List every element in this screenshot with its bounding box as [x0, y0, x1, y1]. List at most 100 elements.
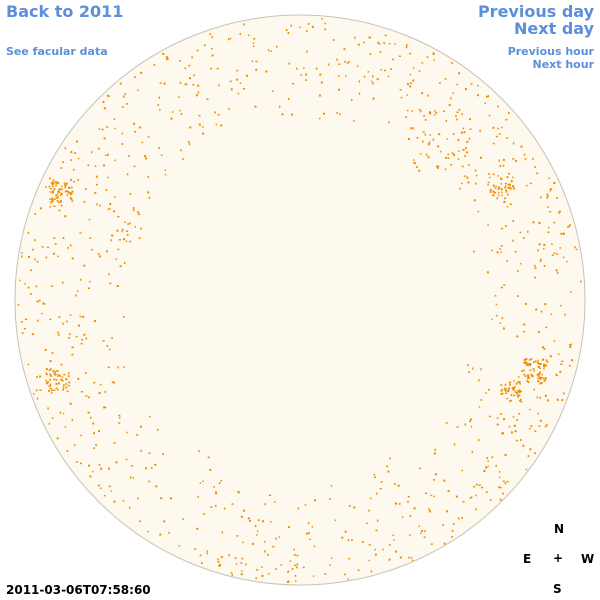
- facula-pixel: [109, 203, 112, 205]
- facula-pixel: [447, 490, 450, 493]
- facula-pixel: [380, 481, 383, 483]
- facula-pixel: [489, 176, 491, 179]
- facula-pixel: [399, 556, 402, 559]
- facula-pixel: [113, 442, 116, 444]
- facula-pixel: [538, 222, 541, 224]
- facula-pixel: [536, 373, 539, 376]
- facula-pixel: [526, 377, 529, 380]
- facula-pixel: [536, 396, 538, 399]
- facula-pixel: [546, 423, 548, 426]
- facula-pixel: [442, 524, 444, 526]
- facula-pixel: [315, 67, 318, 70]
- facula-pixel: [92, 470, 94, 473]
- previous-hour-link[interactable]: Previous hour: [507, 45, 594, 58]
- facula-pixel: [306, 30, 308, 33]
- facula-pixel: [512, 220, 514, 222]
- facula-pixel: [188, 140, 190, 143]
- facula-pixel: [296, 67, 298, 70]
- facula-pixel: [108, 485, 111, 488]
- facula-pixel: [202, 513, 205, 515]
- next-day-link[interactable]: Next day: [514, 19, 594, 38]
- facula-pixel: [509, 203, 512, 205]
- facula-pixel: [537, 361, 539, 364]
- facula-pixel: [41, 246, 44, 248]
- facula-pixel: [218, 84, 220, 87]
- facula-pixel: [241, 557, 244, 560]
- facula-pixel: [57, 197, 59, 199]
- facula-pixel: [383, 42, 386, 44]
- facula-pixel: [67, 384, 70, 387]
- facula-pixel: [93, 432, 95, 435]
- facula-pixel: [495, 135, 498, 138]
- facula-pixel: [495, 303, 498, 306]
- facula-pixel: [473, 486, 476, 488]
- facula-pixel: [339, 113, 341, 115]
- facula-pixel: [362, 541, 364, 544]
- back-to-year-link[interactable]: Back to 2011: [6, 2, 124, 21]
- facula-pixel: [178, 96, 180, 98]
- facula-pixel: [122, 500, 125, 502]
- facula-pixel: [54, 371, 56, 374]
- facula-pixel: [49, 383, 52, 386]
- facula-pixel: [36, 397, 39, 400]
- facula-pixel: [462, 501, 465, 503]
- facula-pixel: [514, 430, 517, 433]
- facula-pixel: [94, 165, 97, 167]
- facula-pixel: [61, 185, 63, 188]
- facula-pixel: [523, 369, 525, 372]
- facula-pixel: [231, 573, 233, 576]
- facula-pixel: [79, 232, 82, 234]
- facula-pixel: [57, 331, 60, 334]
- facula-pixel: [524, 158, 527, 160]
- facula-pixel: [202, 132, 205, 135]
- facula-pixel: [231, 503, 234, 505]
- facula-pixel: [119, 82, 122, 85]
- facula-pixel: [85, 337, 88, 340]
- facula-pixel: [49, 187, 52, 190]
- facula-pixel: [237, 92, 240, 95]
- facula-pixel: [477, 94, 479, 97]
- facula-pixel: [363, 75, 366, 78]
- facula-pixel: [62, 386, 65, 389]
- facula-pixel: [49, 373, 51, 376]
- facula-pixel: [535, 308, 538, 311]
- facula-pixel: [61, 379, 64, 382]
- facula-pixel: [515, 382, 518, 385]
- facula-pixel: [287, 98, 290, 100]
- facula-pixel: [492, 190, 495, 193]
- next-hour-link[interactable]: Next hour: [532, 58, 595, 71]
- facula-pixel: [450, 97, 452, 100]
- facula-pixel: [409, 127, 412, 130]
- facula-pixel: [419, 153, 422, 155]
- facula-pixel: [499, 165, 502, 167]
- facula-pixel: [210, 506, 213, 508]
- facula-pixel: [80, 342, 83, 345]
- previous-day-link[interactable]: Previous day: [477, 2, 594, 21]
- facula-pixel: [123, 238, 125, 241]
- facula-pixel: [215, 123, 218, 126]
- facula-pixel: [56, 437, 59, 440]
- facula-pixel: [55, 379, 58, 381]
- facula-pixel: [288, 580, 290, 583]
- facula-pixel: [121, 228, 124, 231]
- facula-pixel: [542, 377, 545, 379]
- facula-pixel: [516, 419, 519, 421]
- facula-pixel: [539, 383, 542, 385]
- facula-pixel: [478, 484, 481, 486]
- facula-pixel: [103, 406, 106, 409]
- facula-pixel: [512, 176, 514, 179]
- see-facular-data-link[interactable]: See facular data: [6, 45, 108, 58]
- facula-pixel: [389, 543, 391, 546]
- facula-pixel: [98, 128, 101, 130]
- facula-pixel: [433, 479, 435, 481]
- facula-pixel: [300, 74, 303, 76]
- facula-pixel: [106, 126, 109, 128]
- facula-pixel: [319, 73, 322, 76]
- facula-pixel: [338, 63, 341, 65]
- facula-pixel: [278, 536, 281, 538]
- facula-pixel: [480, 156, 482, 159]
- facula-pixel: [197, 495, 199, 498]
- facula-pixel: [145, 467, 147, 470]
- facula-pixel: [520, 401, 523, 403]
